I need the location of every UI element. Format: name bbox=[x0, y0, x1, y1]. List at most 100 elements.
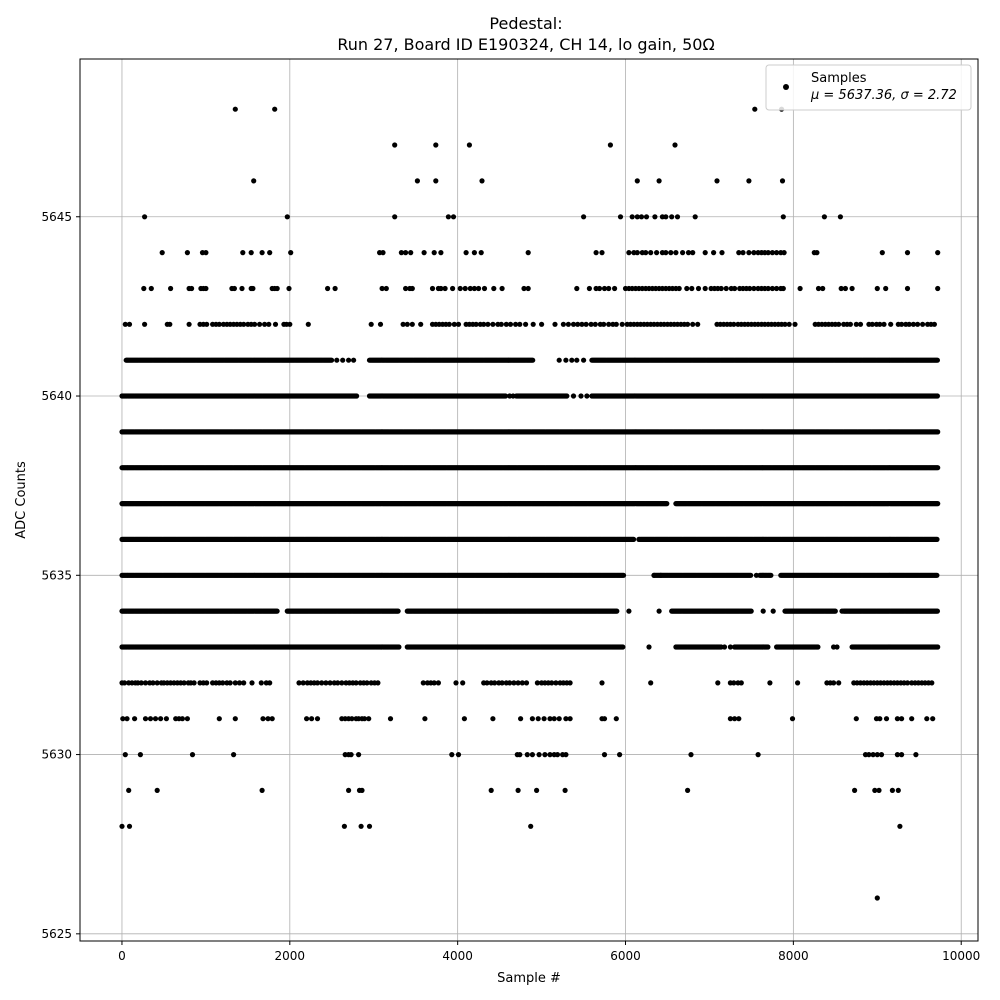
data-point bbox=[748, 608, 754, 614]
data-point bbox=[727, 716, 734, 722]
data-point bbox=[770, 608, 776, 614]
data-point bbox=[767, 680, 773, 686]
data-point bbox=[601, 716, 608, 722]
data-point bbox=[768, 572, 774, 578]
data-point bbox=[631, 536, 637, 543]
data-point bbox=[492, 680, 498, 686]
data-point bbox=[232, 680, 238, 686]
data-point bbox=[523, 680, 530, 686]
data-point bbox=[876, 787, 882, 794]
data-point bbox=[795, 680, 801, 686]
data-point bbox=[935, 465, 941, 471]
data-point bbox=[765, 644, 771, 650]
data-point bbox=[832, 608, 838, 614]
data-point bbox=[142, 716, 149, 722]
data-point bbox=[599, 680, 605, 686]
data-point bbox=[191, 680, 197, 686]
data-point bbox=[184, 716, 190, 722]
data-point bbox=[874, 752, 880, 758]
data-point bbox=[124, 716, 130, 722]
data-point bbox=[934, 536, 940, 543]
data-point bbox=[648, 680, 654, 686]
data-point bbox=[260, 716, 266, 722]
data-point bbox=[935, 501, 941, 507]
data-point bbox=[789, 716, 796, 722]
data-point bbox=[547, 716, 553, 722]
data-point bbox=[732, 716, 738, 722]
data-point bbox=[339, 680, 345, 686]
data-point bbox=[348, 752, 354, 758]
data-point bbox=[265, 716, 271, 722]
data-point bbox=[934, 608, 941, 614]
data-point bbox=[748, 572, 754, 578]
data-point bbox=[553, 680, 559, 686]
data-point bbox=[267, 680, 273, 686]
data-point bbox=[216, 716, 222, 722]
data-point bbox=[396, 644, 402, 650]
data-point bbox=[534, 680, 541, 686]
data-point bbox=[874, 895, 880, 901]
data-point bbox=[664, 501, 670, 507]
data-point bbox=[296, 680, 302, 686]
data-point bbox=[646, 644, 652, 650]
data-point bbox=[839, 608, 845, 614]
data-point bbox=[883, 716, 890, 722]
data-point bbox=[335, 680, 341, 686]
data-point bbox=[314, 680, 321, 686]
data-point bbox=[831, 680, 837, 686]
data-point bbox=[121, 680, 128, 686]
data-point bbox=[688, 752, 694, 758]
data-point bbox=[152, 716, 159, 722]
data-point bbox=[179, 716, 185, 722]
data-point bbox=[524, 752, 530, 758]
data-point bbox=[613, 716, 619, 722]
data-point bbox=[142, 680, 149, 686]
data-point bbox=[528, 823, 534, 829]
data-point bbox=[870, 752, 876, 758]
data-point bbox=[484, 680, 490, 686]
data-point bbox=[894, 752, 901, 758]
data-point bbox=[899, 752, 905, 758]
data-point bbox=[878, 752, 885, 758]
data-point bbox=[620, 644, 626, 650]
data-point bbox=[529, 716, 536, 722]
data-point bbox=[536, 752, 542, 758]
data-point bbox=[150, 680, 156, 686]
data-point bbox=[895, 787, 901, 794]
data-point bbox=[323, 680, 329, 686]
data-point bbox=[889, 787, 896, 794]
data-point bbox=[319, 680, 325, 686]
data-point bbox=[269, 716, 275, 722]
data-point bbox=[119, 823, 125, 829]
data-point bbox=[929, 680, 935, 686]
data-point bbox=[897, 823, 903, 829]
data-point bbox=[909, 716, 915, 722]
data-point bbox=[556, 716, 562, 722]
data-point bbox=[420, 680, 426, 686]
data-point bbox=[755, 752, 761, 758]
data-point bbox=[930, 716, 936, 722]
data-point bbox=[227, 680, 233, 686]
data-point bbox=[554, 752, 561, 758]
data-point bbox=[904, 680, 911, 686]
data-point bbox=[760, 608, 766, 614]
data-point bbox=[518, 716, 524, 722]
data-point bbox=[934, 572, 940, 578]
data-point bbox=[356, 752, 362, 758]
chart-subtitle: Run 27, Board ID E190324, CH 14, lo gain… bbox=[337, 35, 714, 54]
data-point bbox=[836, 680, 842, 686]
data-point bbox=[731, 680, 737, 686]
data-point bbox=[300, 680, 306, 686]
data-point bbox=[620, 572, 627, 578]
data-point bbox=[304, 716, 310, 722]
data-point bbox=[154, 787, 160, 794]
data-point bbox=[834, 644, 840, 650]
data-point bbox=[232, 716, 238, 722]
data-point bbox=[488, 787, 494, 794]
data-point bbox=[327, 680, 333, 686]
data-point bbox=[721, 644, 728, 650]
data-point bbox=[453, 680, 459, 686]
data-point bbox=[154, 680, 160, 686]
data-point bbox=[132, 716, 138, 722]
